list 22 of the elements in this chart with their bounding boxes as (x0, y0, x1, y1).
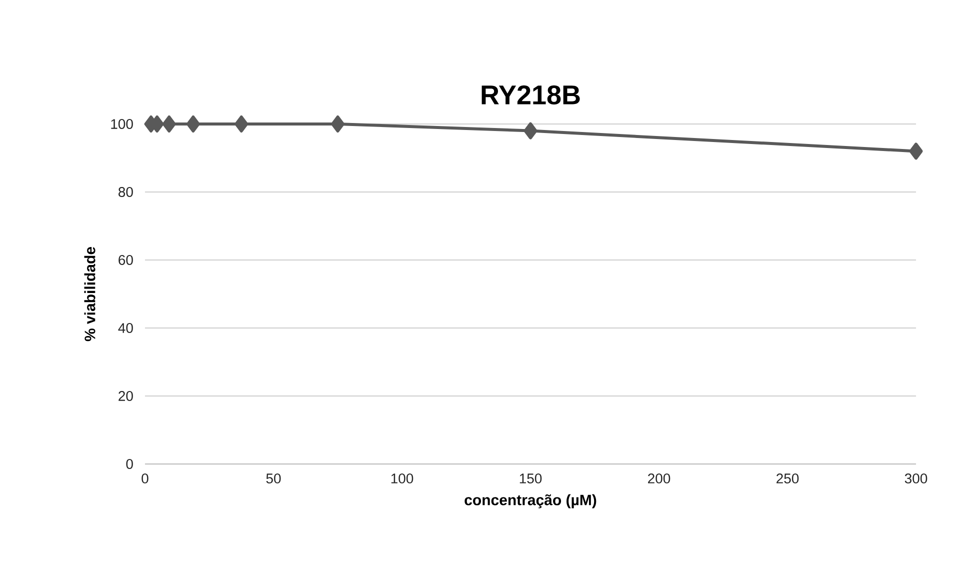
x-axis-title: concentração (µM) (464, 494, 596, 508)
x-tick-label: 0 (142, 474, 148, 484)
x-tick-label: 50 (266, 474, 281, 484)
x-tick-label: 250 (776, 474, 799, 484)
point (234, 115, 248, 132)
point (186, 115, 200, 132)
x-tick-label: 200 (648, 474, 670, 484)
x-tick-label: 150 (520, 474, 542, 484)
y-tick-label: 60 (118, 255, 133, 265)
point (524, 122, 538, 140)
x-tick-label: 300 (904, 474, 928, 484)
x-tick-label: 100 (391, 474, 414, 484)
y-tick-label: 80 (118, 187, 133, 197)
y-tick-label: 0 (126, 459, 133, 469)
point (909, 142, 923, 160)
y-axis-title: % viabilidade (84, 247, 96, 342)
point (331, 115, 345, 132)
y-tick-label: 40 (118, 323, 133, 333)
chart-title: RY218B (482, 85, 580, 104)
y-tick-label: 20 (118, 391, 133, 401)
point (162, 115, 176, 132)
y-tick-label: 100 (111, 119, 133, 129)
